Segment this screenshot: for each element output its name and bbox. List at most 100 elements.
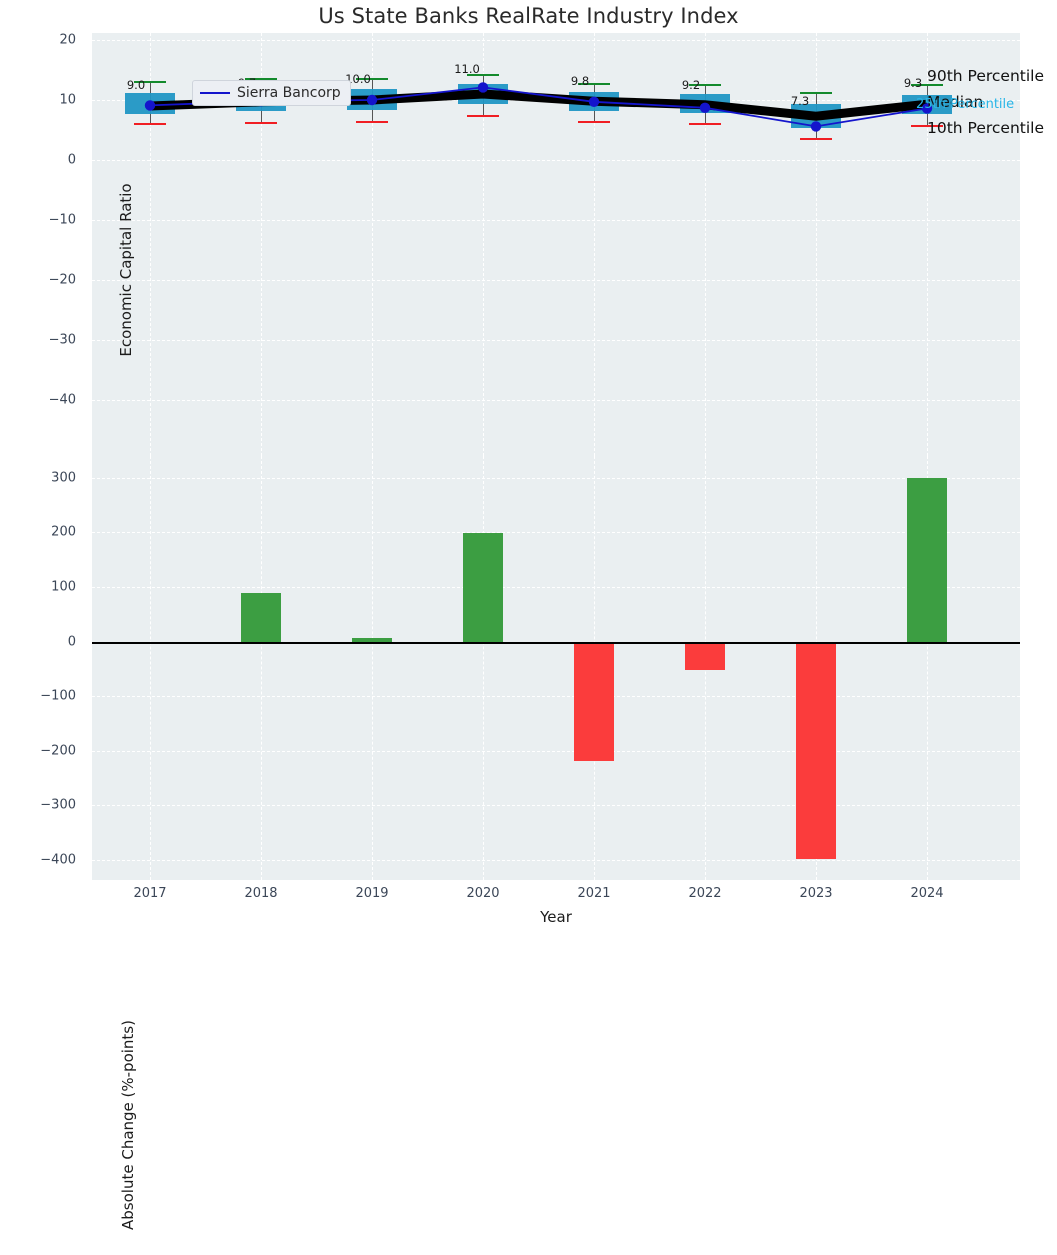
gridline-h-300 — [92, 478, 1020, 479]
gridline-h-m10 — [92, 220, 1020, 221]
ytick-bottom-200: 200 — [51, 524, 76, 540]
gridline-v-2019 — [372, 33, 373, 456]
gridline-v-2022 — [705, 33, 706, 456]
boxplot-cap-90th-2021 — [578, 82, 610, 85]
bar-2021 — [574, 642, 614, 761]
top-axes-boxplot-panel: 9.09.710.011.09.89.27.39.3 90th Percenti… — [92, 33, 1044, 456]
boxplot-cap-10th-2020 — [467, 115, 499, 117]
boxplot-cap-10th-2017 — [134, 123, 166, 126]
bar-2024 — [907, 478, 947, 642]
ytick-bottom-m200: −200 — [40, 743, 76, 759]
boxplot-cap-90th-2024 — [911, 84, 943, 87]
boxplot-cap-90th-2022 — [689, 83, 721, 86]
gridline-v-2021 — [594, 33, 595, 456]
gridline-v-2020 — [483, 33, 484, 456]
median-value-label-2024: 9.3 — [903, 76, 923, 91]
gridline-v-2017 — [150, 33, 151, 456]
gridline-h-m20 — [92, 280, 1020, 281]
gridline-v-2024 — [927, 33, 928, 456]
median-value-label-2023: 7.3 — [790, 94, 810, 109]
gridline-h-100 — [92, 587, 1020, 588]
gridline-h-m200 — [92, 751, 1020, 752]
median-value-label-2022: 9.2 — [681, 77, 701, 92]
boxplot-cap-10th-2018 — [245, 121, 277, 124]
median-value-label-2019: 10.0 — [345, 72, 371, 86]
gridline-h-m100 — [92, 696, 1020, 697]
sierra-bancorp-marker-2022 — [699, 102, 711, 114]
ytick-bottom-m400: −400 — [40, 852, 76, 868]
ytick-bottom-m300: −300 — [40, 797, 76, 813]
median-value-label-2020: 11.0 — [454, 62, 480, 76]
boxplot-cap-90th-2019 — [356, 77, 388, 80]
xtick-2022: 2022 — [688, 886, 722, 901]
bottom-axis-y-title: Absolute Change (%-points) — [119, 1020, 137, 1230]
boxplot-cap-10th-2022 — [689, 123, 721, 126]
annotation-90th-percentile: 90th Percentile — [927, 67, 1045, 85]
ytick-bottom-0: 0 — [67, 634, 76, 650]
annotation-median: Median — [927, 93, 984, 111]
bar-2018 — [241, 592, 281, 642]
gridline-h-m30 — [92, 340, 1020, 341]
boxplot-cap-90th-2017 — [134, 80, 166, 83]
ytick-top-20: 20 — [59, 32, 76, 48]
ytick-bottom-300: 300 — [51, 470, 76, 486]
xtick-2021: 2021 — [577, 886, 611, 901]
figure: Us State Banks RealRate Industry Index — [0, 0, 1044, 1230]
boxplot-cap-90th-2023 — [800, 92, 832, 95]
gridline-v-2024 — [927, 456, 928, 880]
ytick-top-10: 10 — [59, 92, 76, 108]
legend[interactable]: Sierra Bancorp — [192, 80, 351, 106]
y-tick-label-group: 20 10 0 −10 −20 −30 −40 300 200 100 0 −1… — [0, 0, 84, 942]
gridline-h-m400 — [92, 860, 1020, 861]
sierra-bancorp-marker-2019 — [366, 94, 378, 106]
annotation-10th-percentile: 10th Percentile — [927, 119, 1045, 137]
sierra-bancorp-marker-2023 — [810, 121, 822, 132]
xtick-2017: 2017 — [133, 886, 167, 901]
xtick-2020: 2020 — [466, 886, 500, 901]
bar-2023 — [796, 642, 836, 860]
zero-baseline — [92, 642, 1020, 644]
bar-layer — [92, 456, 1020, 880]
x-axis-title: Year — [540, 908, 572, 926]
gridline-h-200 — [92, 532, 1020, 533]
bar-2020 — [463, 532, 503, 642]
gridline-h-m40 — [92, 400, 1020, 401]
boxplot-cap-90th-2018 — [245, 78, 277, 81]
gridline-v-2019 — [372, 456, 373, 880]
gridline-v-2017 — [150, 456, 151, 880]
boxplot-cap-10th-2021 — [578, 121, 610, 123]
xtick-2023: 2023 — [799, 886, 833, 901]
sierra-bancorp-marker-2021 — [588, 96, 600, 107]
gridline-h-0 — [92, 160, 1020, 161]
sierra-bancorp-marker-2017 — [144, 100, 156, 111]
median-value-label-2021: 9.8 — [570, 74, 590, 89]
sierra-bancorp-marker-2024 — [921, 103, 933, 114]
gridline-v-2023 — [816, 33, 817, 456]
ytick-bottom-m100: −100 — [40, 688, 76, 704]
ytick-top-m30: −30 — [48, 332, 76, 348]
ytick-top-0: 0 — [67, 152, 76, 168]
boxplot-cap-10th-2024 — [911, 124, 943, 127]
bottom-axes-bar-panel: Absolute Change (%-points) — [92, 456, 1020, 1230]
bar-2022 — [685, 642, 725, 671]
annotation-25th-percentile: 25th Percentile — [916, 97, 1015, 112]
ytick-top-m20: −20 — [48, 272, 76, 288]
xtick-2024: 2024 — [910, 886, 944, 901]
gridline-v-2020 — [483, 456, 484, 880]
xtick-2018: 2018 — [244, 886, 278, 901]
boxplot-cap-10th-2023 — [800, 137, 832, 140]
xtick-2019: 2019 — [355, 886, 389, 901]
top-axis-y-title: Economic Capital Ratio — [117, 183, 135, 357]
page-title: Us State Banks RealRate Industry Index — [318, 4, 739, 28]
legend-line-swatch-sierra-bancorp — [200, 92, 230, 94]
ytick-top-m40: −40 — [48, 392, 76, 408]
ytick-bottom-100: 100 — [51, 579, 76, 595]
gridline-h-20 — [92, 40, 1020, 41]
median-value-label-2017: 9.0 — [126, 78, 146, 92]
boxplot-cap-90th-2020 — [467, 73, 499, 76]
sierra-bancorp-marker-2020 — [477, 82, 489, 93]
gridline-v-2018 — [261, 456, 262, 880]
gridline-v-2018 — [261, 33, 262, 456]
ytick-top-m10: −10 — [48, 212, 76, 228]
legend-label-sierra-bancorp: Sierra Bancorp — [237, 85, 341, 101]
